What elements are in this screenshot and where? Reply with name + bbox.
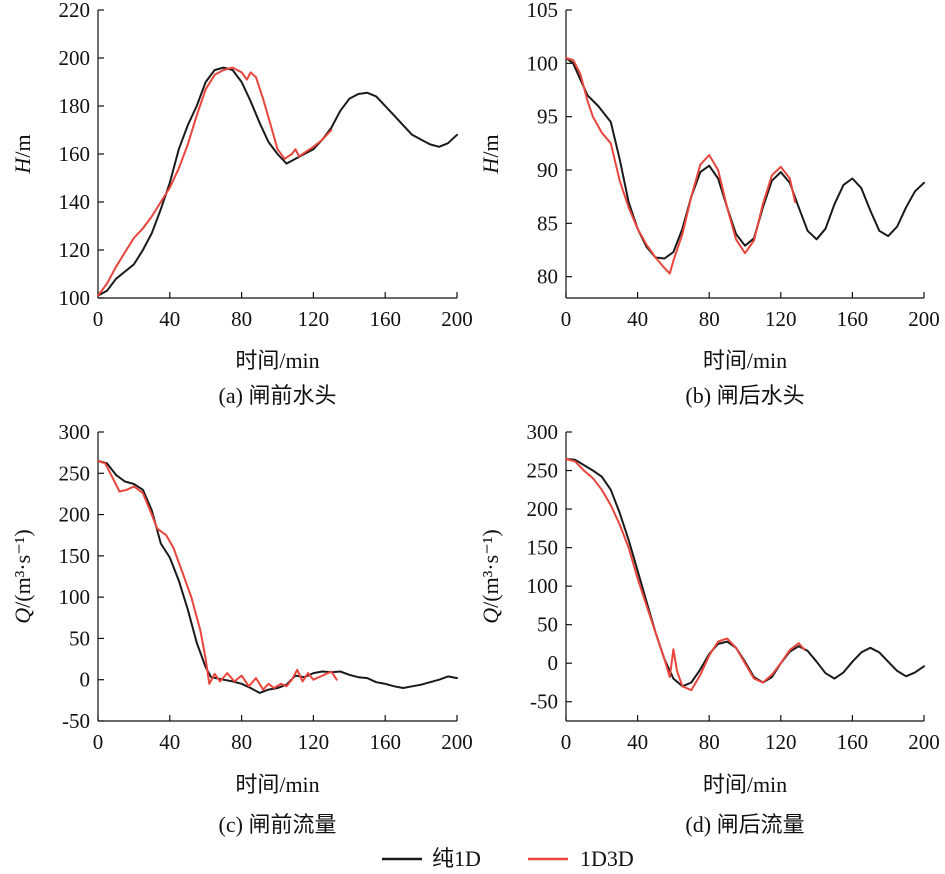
y-axis-label: H/m: [478, 134, 503, 174]
y-tick-label: 100: [527, 51, 559, 75]
panel-caption: (b) 闸后水头: [685, 383, 804, 408]
x-tick-label: 0: [93, 307, 104, 331]
y-axis-label-symbol: H: [478, 157, 503, 175]
x-tick-label: 200: [908, 730, 940, 754]
series-line-pure1d: [565, 458, 925, 688]
y-tick-label: 160: [59, 142, 91, 166]
x-tick-label: 120: [298, 730, 330, 754]
y-tick-label: 90: [537, 158, 558, 182]
chart-panel-0: 0 40 80 120 160 200 100 120 140 160 180 200 220 时间/mi…: [10, 0, 473, 408]
y-tick-label: 180: [59, 94, 91, 118]
y-tick-label: 80: [537, 265, 558, 289]
y-tick-label: 85: [537, 211, 558, 235]
x-axis-label: 时间/min: [235, 772, 319, 797]
y-tick-label: 140: [59, 190, 91, 214]
x-tick-label: 0: [93, 730, 104, 754]
x-tick-label: 200: [441, 730, 473, 754]
y-tick-label: 220: [59, 0, 91, 22]
y-axis-label-unit: /m: [478, 134, 503, 157]
y-axis-label: Q/(m³·s⁻¹): [10, 529, 35, 623]
x-tick-label: 120: [765, 307, 797, 331]
y-tick-label: 100: [59, 286, 91, 310]
y-tick-label: 200: [527, 497, 559, 521]
legend: 纯1D 1D3D: [382, 846, 634, 871]
chart-panel-3: 0 40 80 120 160 200-50050100150200250300时间/mi…: [478, 420, 940, 837]
y-axis-label-symbol: Q: [10, 608, 35, 624]
y-tick-label: 150: [59, 544, 91, 568]
x-axis-label: 时间/min: [235, 348, 319, 373]
x-axis-label: 时间/min: [703, 348, 787, 373]
x-tick-label: 160: [369, 307, 401, 331]
y-tick-label: 250: [527, 459, 559, 483]
legend-label-1d3d: 1D3D: [580, 846, 634, 871]
y-axis-label-symbol: H: [10, 157, 35, 175]
x-tick-label: 160: [837, 730, 869, 754]
x-tick-label: 80: [231, 307, 252, 331]
x-tick-label: 80: [699, 730, 720, 754]
series-line-pure1d: [97, 459, 458, 694]
series-line-1d3d: [565, 57, 797, 275]
y-tick-label: 105: [527, 0, 559, 22]
chart-panel-1: 0 40 80 120 160 200 80 85 90 95 100 105 时间/min H/m (b)…: [478, 0, 940, 408]
chart-panel-2: 0 40 80 120 160 200-50050100150200250300时间/mi…: [10, 420, 473, 837]
y-tick-label: 50: [537, 613, 558, 637]
y-tick-label: -50: [62, 709, 90, 733]
y-tick-label: 200: [59, 503, 91, 527]
legend-label-pure1d: 纯1D: [432, 846, 481, 871]
x-tick-label: 200: [441, 307, 473, 331]
series-line-1d3d: [565, 458, 806, 692]
x-tick-label: 160: [837, 307, 869, 331]
x-tick-label: 120: [765, 730, 797, 754]
x-tick-label: 200: [908, 307, 940, 331]
panel-caption: (c) 闸前流量: [219, 812, 337, 837]
x-tick-label: 80: [699, 307, 720, 331]
x-tick-label: 40: [159, 307, 180, 331]
y-tick-label: 120: [59, 238, 91, 262]
panel-caption: (d) 闸后流量: [685, 812, 804, 837]
y-tick-label: -50: [530, 690, 558, 714]
series-line-1d3d: [97, 66, 333, 297]
y-axis-label-symbol: Q: [478, 608, 503, 624]
y-axis-label-unit: /(m³·s⁻¹): [10, 529, 35, 608]
y-axis-label-unit: /m: [10, 134, 35, 157]
y-tick-label: 150: [527, 536, 559, 560]
x-tick-label: 0: [561, 730, 572, 754]
panel-caption: (a) 闸前水头: [219, 383, 337, 408]
y-tick-label: 200: [59, 46, 91, 70]
x-tick-label: 40: [627, 307, 648, 331]
x-tick-label: 0: [561, 307, 572, 331]
x-tick-label: 120: [298, 307, 330, 331]
y-tick-label: 300: [59, 420, 91, 444]
y-tick-label: 300: [527, 420, 559, 444]
y-tick-label: 0: [80, 668, 91, 692]
y-tick-label: 95: [537, 105, 558, 129]
x-tick-label: 160: [369, 730, 401, 754]
y-axis-label-unit: /(m³·s⁻¹): [478, 529, 503, 608]
y-tick-label: 50: [69, 626, 90, 650]
x-tick-label: 80: [231, 730, 252, 754]
series-line-pure1d: [565, 57, 925, 260]
y-tick-label: 250: [59, 461, 91, 485]
series-line-pure1d: [97, 66, 458, 297]
y-tick-label: 0: [548, 651, 559, 675]
x-axis-label: 时间/min: [703, 772, 787, 797]
x-tick-label: 40: [159, 730, 180, 754]
y-tick-label: 100: [59, 585, 91, 609]
series-line-1d3d: [97, 459, 338, 691]
y-axis-label: Q/(m³·s⁻¹): [478, 529, 503, 623]
x-tick-label: 40: [627, 730, 648, 754]
y-axis-label: H/m: [10, 134, 35, 174]
y-tick-label: 100: [527, 574, 559, 598]
